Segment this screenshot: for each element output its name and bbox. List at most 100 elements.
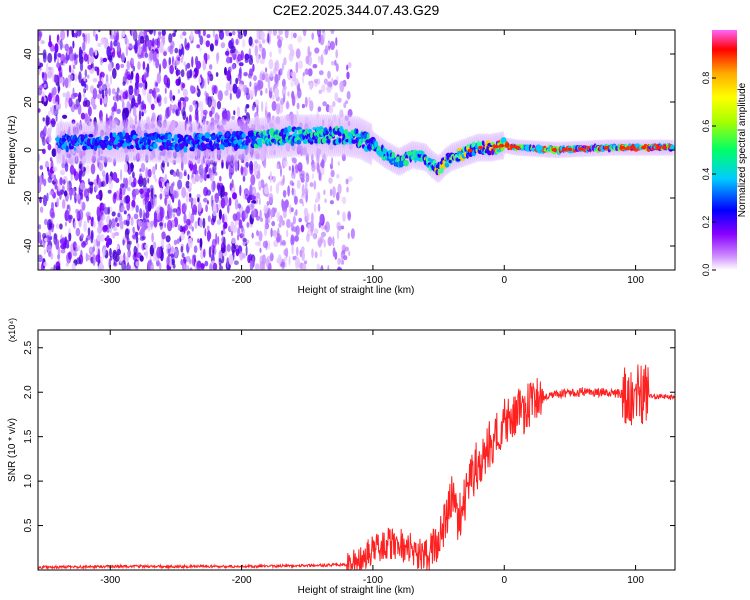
spectrogram-noise-cell xyxy=(144,81,148,90)
spectrogram-noise-cell xyxy=(82,93,86,98)
spectrogram-noise-cell xyxy=(348,176,353,182)
spectrogram-noise-cell xyxy=(180,231,185,241)
spectrogram-noise-cell xyxy=(267,207,271,218)
spectrogram-noise-cell xyxy=(78,170,82,183)
spectrogram-noise-cell xyxy=(216,100,222,110)
snr-y-axis: 0.5 1.0 1.5 2.0 2.5 xyxy=(23,340,675,533)
spectrogram-noise-cell xyxy=(80,233,84,239)
spectrogram-noise-cell xyxy=(317,239,322,248)
spectrogram-noise-cell xyxy=(41,96,45,105)
spectrogram-noise-cell xyxy=(165,82,170,88)
snr-y-tick-label: 2.5 xyxy=(23,340,34,354)
spectrogram-noise-cell xyxy=(198,77,202,84)
spectrogram-noise-cell xyxy=(77,30,82,37)
spectrogram-noise-cell xyxy=(275,164,280,169)
spectrogram-noise-cell xyxy=(137,220,143,228)
spectrogram-noise-cell xyxy=(291,94,296,107)
spectrogram-noise-cell xyxy=(269,51,272,58)
spectrogram-noise-cell xyxy=(224,90,229,96)
spectrogram-noise-cell xyxy=(183,264,186,270)
spectrogram-noise-cell xyxy=(150,187,154,200)
spectrogram-noise-cell xyxy=(276,236,281,242)
spectrogram-noise-cell xyxy=(99,86,102,91)
spectrogram-noise-cell xyxy=(253,75,257,82)
spectrogram-noise-cell xyxy=(82,33,85,38)
spectrogram-ridge-cell xyxy=(307,128,312,133)
spectrogram-noise-cell xyxy=(74,104,79,110)
spectrogram-noise-cell xyxy=(219,175,222,182)
spectrogram-noise-cell xyxy=(63,190,68,197)
spectrogram-noise-cell xyxy=(142,177,147,188)
spectrogram-noise-cell xyxy=(155,82,159,87)
spectrogram-noise-cell xyxy=(259,255,265,267)
spectrogram-noise-cell xyxy=(347,61,352,69)
spectrogram-ridge-cell xyxy=(259,142,263,148)
spectrogram-noise-cell xyxy=(278,222,282,228)
spectrogram-noise-cell xyxy=(290,234,295,246)
spectrogram-noise-cell xyxy=(224,214,228,224)
spectrogram-noise-cell xyxy=(259,58,265,65)
spectrogram-noise-cell xyxy=(206,200,209,205)
spectrogram-noise-cell xyxy=(297,35,303,43)
spectrogram-noise-cell xyxy=(332,247,336,258)
spectrogram-ridge-cell xyxy=(267,134,271,139)
spectrogram-noise-cell xyxy=(93,52,96,58)
spectrogram-noise-cell xyxy=(194,174,200,182)
spectrogram-noise-cell xyxy=(272,30,277,36)
spectrogram-ridge-cell xyxy=(167,134,172,141)
spectrogram-noise-cell xyxy=(179,97,185,102)
spectrogram-noise-cell xyxy=(319,34,325,46)
spectrogram-noise-cell xyxy=(154,93,157,99)
spectrogram-noise-cell xyxy=(139,236,145,241)
spectrogram-noise-cell xyxy=(75,193,81,200)
spectrogram-noise-cell xyxy=(95,254,101,263)
spectrogram-noise-cell xyxy=(51,73,55,83)
spectrogram-noise-cell xyxy=(167,219,173,232)
spectrogram-noise-cell xyxy=(221,110,227,120)
spectrogram-noise-cell xyxy=(132,65,136,72)
spectrogram-noise-cell xyxy=(320,54,324,66)
spectrogram-noise-cell xyxy=(84,112,89,124)
spectrogram-noise-cell xyxy=(196,112,199,124)
spectrogram-noise-cell xyxy=(138,77,142,83)
spectrogram-noise-cell xyxy=(160,176,166,183)
snr-x-tick-label: -200 xyxy=(232,575,252,586)
spectrogram-noise-cell xyxy=(131,57,135,65)
spectrogram-noise-cell xyxy=(50,120,56,125)
spectrogram-noise-cell xyxy=(327,81,332,88)
spectrogram-noise-cell xyxy=(43,261,48,267)
spectrogram-noise-cell xyxy=(130,164,134,169)
spectrogram-noise-cell xyxy=(120,63,125,69)
spectrogram-noise-cell xyxy=(209,110,213,118)
spectrogram-noise-cell xyxy=(277,211,281,222)
spectrogram-noise-cell xyxy=(189,85,194,92)
snr-plot-area xyxy=(38,330,675,570)
spectrogram-noise-cell xyxy=(335,63,339,72)
spectrogram-noise-cell xyxy=(59,223,63,230)
spectrogram-noise-cell xyxy=(300,224,305,233)
spectrogram-noise-cell xyxy=(80,112,86,120)
spectrogram-noise-cell xyxy=(122,239,125,246)
spectrogram-noise-cell xyxy=(269,185,273,193)
spectrogram-noise-cell xyxy=(178,171,181,178)
spectrogram-noise-cell xyxy=(335,37,338,47)
spectrogram-noise-cell xyxy=(83,220,87,233)
spectrogram-noise-cell xyxy=(207,96,213,108)
spectrogram-noise-cell xyxy=(52,166,58,172)
spectrogram-ridge-cell xyxy=(338,137,342,144)
spectrogram-noise-cell xyxy=(276,103,280,115)
spectrogram-ridge-cell xyxy=(162,139,168,143)
spectrogram-noise-cell xyxy=(204,260,209,267)
spectrogram-noise-cell xyxy=(146,63,150,74)
spectrogram-noise-cell xyxy=(155,87,160,93)
spectrogram-peak-cell xyxy=(604,145,610,150)
spectrogram-noise-cell xyxy=(224,66,227,76)
spectrogram-noise-cell xyxy=(258,80,264,90)
spectrogram-noise-cell xyxy=(62,114,68,119)
spectrogram-noise-cell xyxy=(205,204,209,213)
spectrogram-noise-cell xyxy=(199,47,202,52)
colorbar-ticks: 0.0 0.2 0.4 0.6 0.8 xyxy=(701,72,716,276)
spectrogram-noise-cell xyxy=(172,171,177,177)
spectrogram-noise-cell xyxy=(244,166,248,177)
